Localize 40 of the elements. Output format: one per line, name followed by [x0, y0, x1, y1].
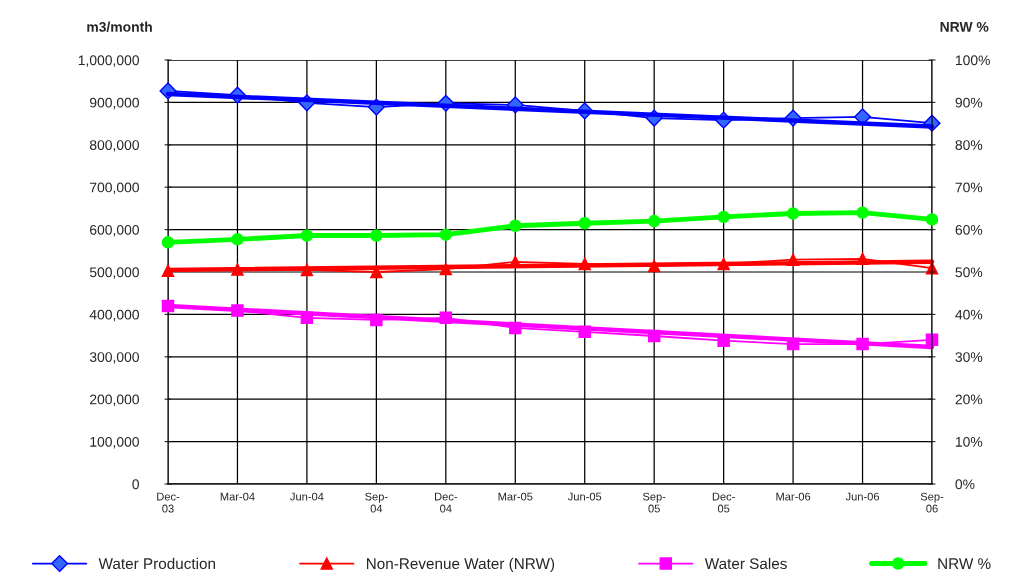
x-tick-label: Jun-04: [290, 492, 324, 501]
x-tick-label: Jun-06: [845, 492, 880, 501]
y-tick-label: 500,000: [89, 267, 139, 279]
y2-tick-label: 60%: [955, 224, 983, 235]
y2-tick-label: 30%: [955, 352, 983, 362]
x-tick-label: Mar-05: [498, 492, 533, 501]
y2-tick-label: 50%: [955, 267, 983, 278]
y-tick-label: 100,000: [90, 436, 139, 449]
y-tick-label: 200,000: [90, 394, 139, 407]
y2-tick-label: 80%: [955, 140, 983, 150]
x-tick-label: Jun-05: [567, 492, 602, 501]
y2-tick-label: 70%: [955, 182, 983, 193]
y-axis-title: m3/month: [87, 21, 152, 32]
y-tick-label: 1,000,000: [78, 55, 139, 67]
x-tick-label: Sep- 05: [642, 492, 666, 513]
y2-tick-label: 90%: [955, 97, 983, 108]
y2-tick-label: 20%: [955, 394, 983, 405]
legend-label: Non-Revenue Water (NRW): [366, 557, 555, 573]
x-tick-label: Mar-04: [220, 492, 255, 501]
y-tick-label: 700,000: [90, 182, 139, 195]
x-tick-label: Dec- 05: [712, 492, 735, 513]
y-tick-label: 900,000: [89, 97, 139, 110]
y-tick-label: 300,000: [89, 352, 139, 364]
legend-label: NRW %: [938, 558, 991, 569]
y2-tick-label: 100%: [955, 55, 990, 66]
y2-axis-title: NRW %: [940, 22, 989, 32]
x-tick-label: Sep- 06: [920, 492, 944, 513]
legend-label: Water Sales: [704, 557, 787, 570]
x-tick-label: Mar-06: [776, 492, 811, 501]
x-tick-label: Dec- 03: [157, 492, 180, 513]
y2-tick-label: 40%: [955, 309, 983, 320]
y2-tick-label: 10%: [955, 436, 983, 447]
legend-label: Water Production: [98, 557, 215, 570]
x-tick-label: Sep- 04: [365, 492, 388, 513]
y-tick-label: 800,000: [89, 140, 139, 152]
x-tick-label: Dec- 04: [435, 492, 458, 513]
y-tick-label: 600,000: [90, 224, 139, 237]
y2-tick-label: 0%: [955, 479, 975, 490]
y-tick-label: 400,000: [89, 309, 139, 322]
y-tick-label: 0: [132, 479, 139, 490]
